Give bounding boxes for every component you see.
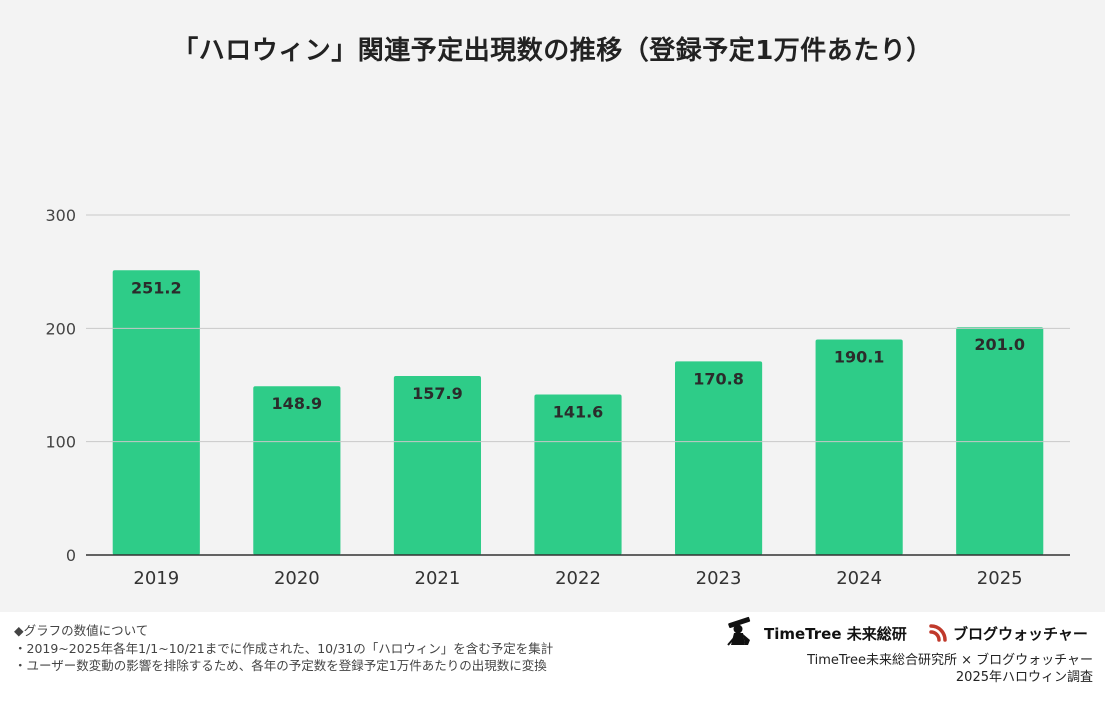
data-label: 251.2 bbox=[131, 278, 182, 297]
x-tick-label: 2019 bbox=[133, 568, 179, 589]
y-tick-label: 100 bbox=[45, 433, 76, 452]
data-label: 141.6 bbox=[553, 403, 604, 422]
chart-area: 「ハロウィン」関連予定出現数の推移（登録予定1万件あたり） 0 100 200 300… bbox=[0, 0, 1105, 612]
bar bbox=[674, 361, 763, 555]
blogwatcher-logo-text: ブログウォッチャー bbox=[953, 624, 1088, 643]
data-label: 170.8 bbox=[693, 369, 744, 388]
credit-line-2: 2025年ハロウィン調査 bbox=[955, 670, 1093, 685]
x-tick-label: 2021 bbox=[415, 568, 461, 589]
notes-heading: ◆グラフの数値について bbox=[14, 623, 149, 638]
bar bbox=[815, 339, 903, 555]
brand-logos: TimeTree 未来総研 ブログウォッチャー bbox=[724, 616, 1094, 650]
x-tick-label: 2023 bbox=[696, 568, 742, 589]
blogwatcher-logo: ブログウォッチャー bbox=[928, 618, 1088, 648]
credit: TimeTree未来総合研究所 × ブログウォッチャー 2025年ハロウィン調査 bbox=[807, 652, 1093, 686]
y-tick-label: 200 bbox=[45, 319, 76, 338]
x-tick-label: 2025 bbox=[977, 568, 1023, 589]
notes-line-1: ・2019~2025年各年1/1~10/21までに作成された、10/31の「ハロ… bbox=[14, 640, 554, 656]
data-label: 157.9 bbox=[412, 384, 463, 403]
bar-chart: 0 100 200 300 251.2 2019 148.9 2020 157.9 2021 141… bbox=[45, 206, 1070, 589]
data-label: 201.0 bbox=[974, 335, 1025, 354]
chart-title: 「ハロウィン」関連予定出現数の推移（登録予定1万件あたり） bbox=[172, 36, 933, 66]
chart-notes: ◆グラフの数値について ・2019~2025年各年1/1~10/21までに作成さ… bbox=[14, 622, 553, 675]
x-tick-label: 2024 bbox=[836, 568, 882, 589]
bar bbox=[956, 327, 1044, 555]
timetree-logo-text: TimeTree 未来総研 bbox=[764, 624, 907, 643]
bar bbox=[393, 376, 482, 555]
y-tick-label: 0 bbox=[66, 546, 76, 565]
bar bbox=[253, 386, 341, 555]
bar bbox=[112, 270, 200, 555]
y-tick-label: 300 bbox=[45, 206, 76, 225]
data-label: 148.9 bbox=[272, 394, 323, 413]
timetree-logo: TimeTree 未来総研 bbox=[724, 616, 907, 650]
signal-arcs-icon bbox=[928, 620, 950, 646]
notes-line-2: ・ユーザー数変動の影響を排除するため、各年の予定数を登録予定1万件あたりの出現数… bbox=[14, 658, 547, 673]
bar bbox=[534, 394, 622, 555]
x-tick-label: 2022 bbox=[555, 568, 601, 589]
data-label: 190.1 bbox=[834, 348, 885, 367]
credit-line-1: TimeTree未来総合研究所 × ブログウォッチャー bbox=[807, 653, 1093, 668]
telescope-person-icon bbox=[724, 616, 760, 650]
x-tick-label: 2020 bbox=[274, 568, 320, 589]
